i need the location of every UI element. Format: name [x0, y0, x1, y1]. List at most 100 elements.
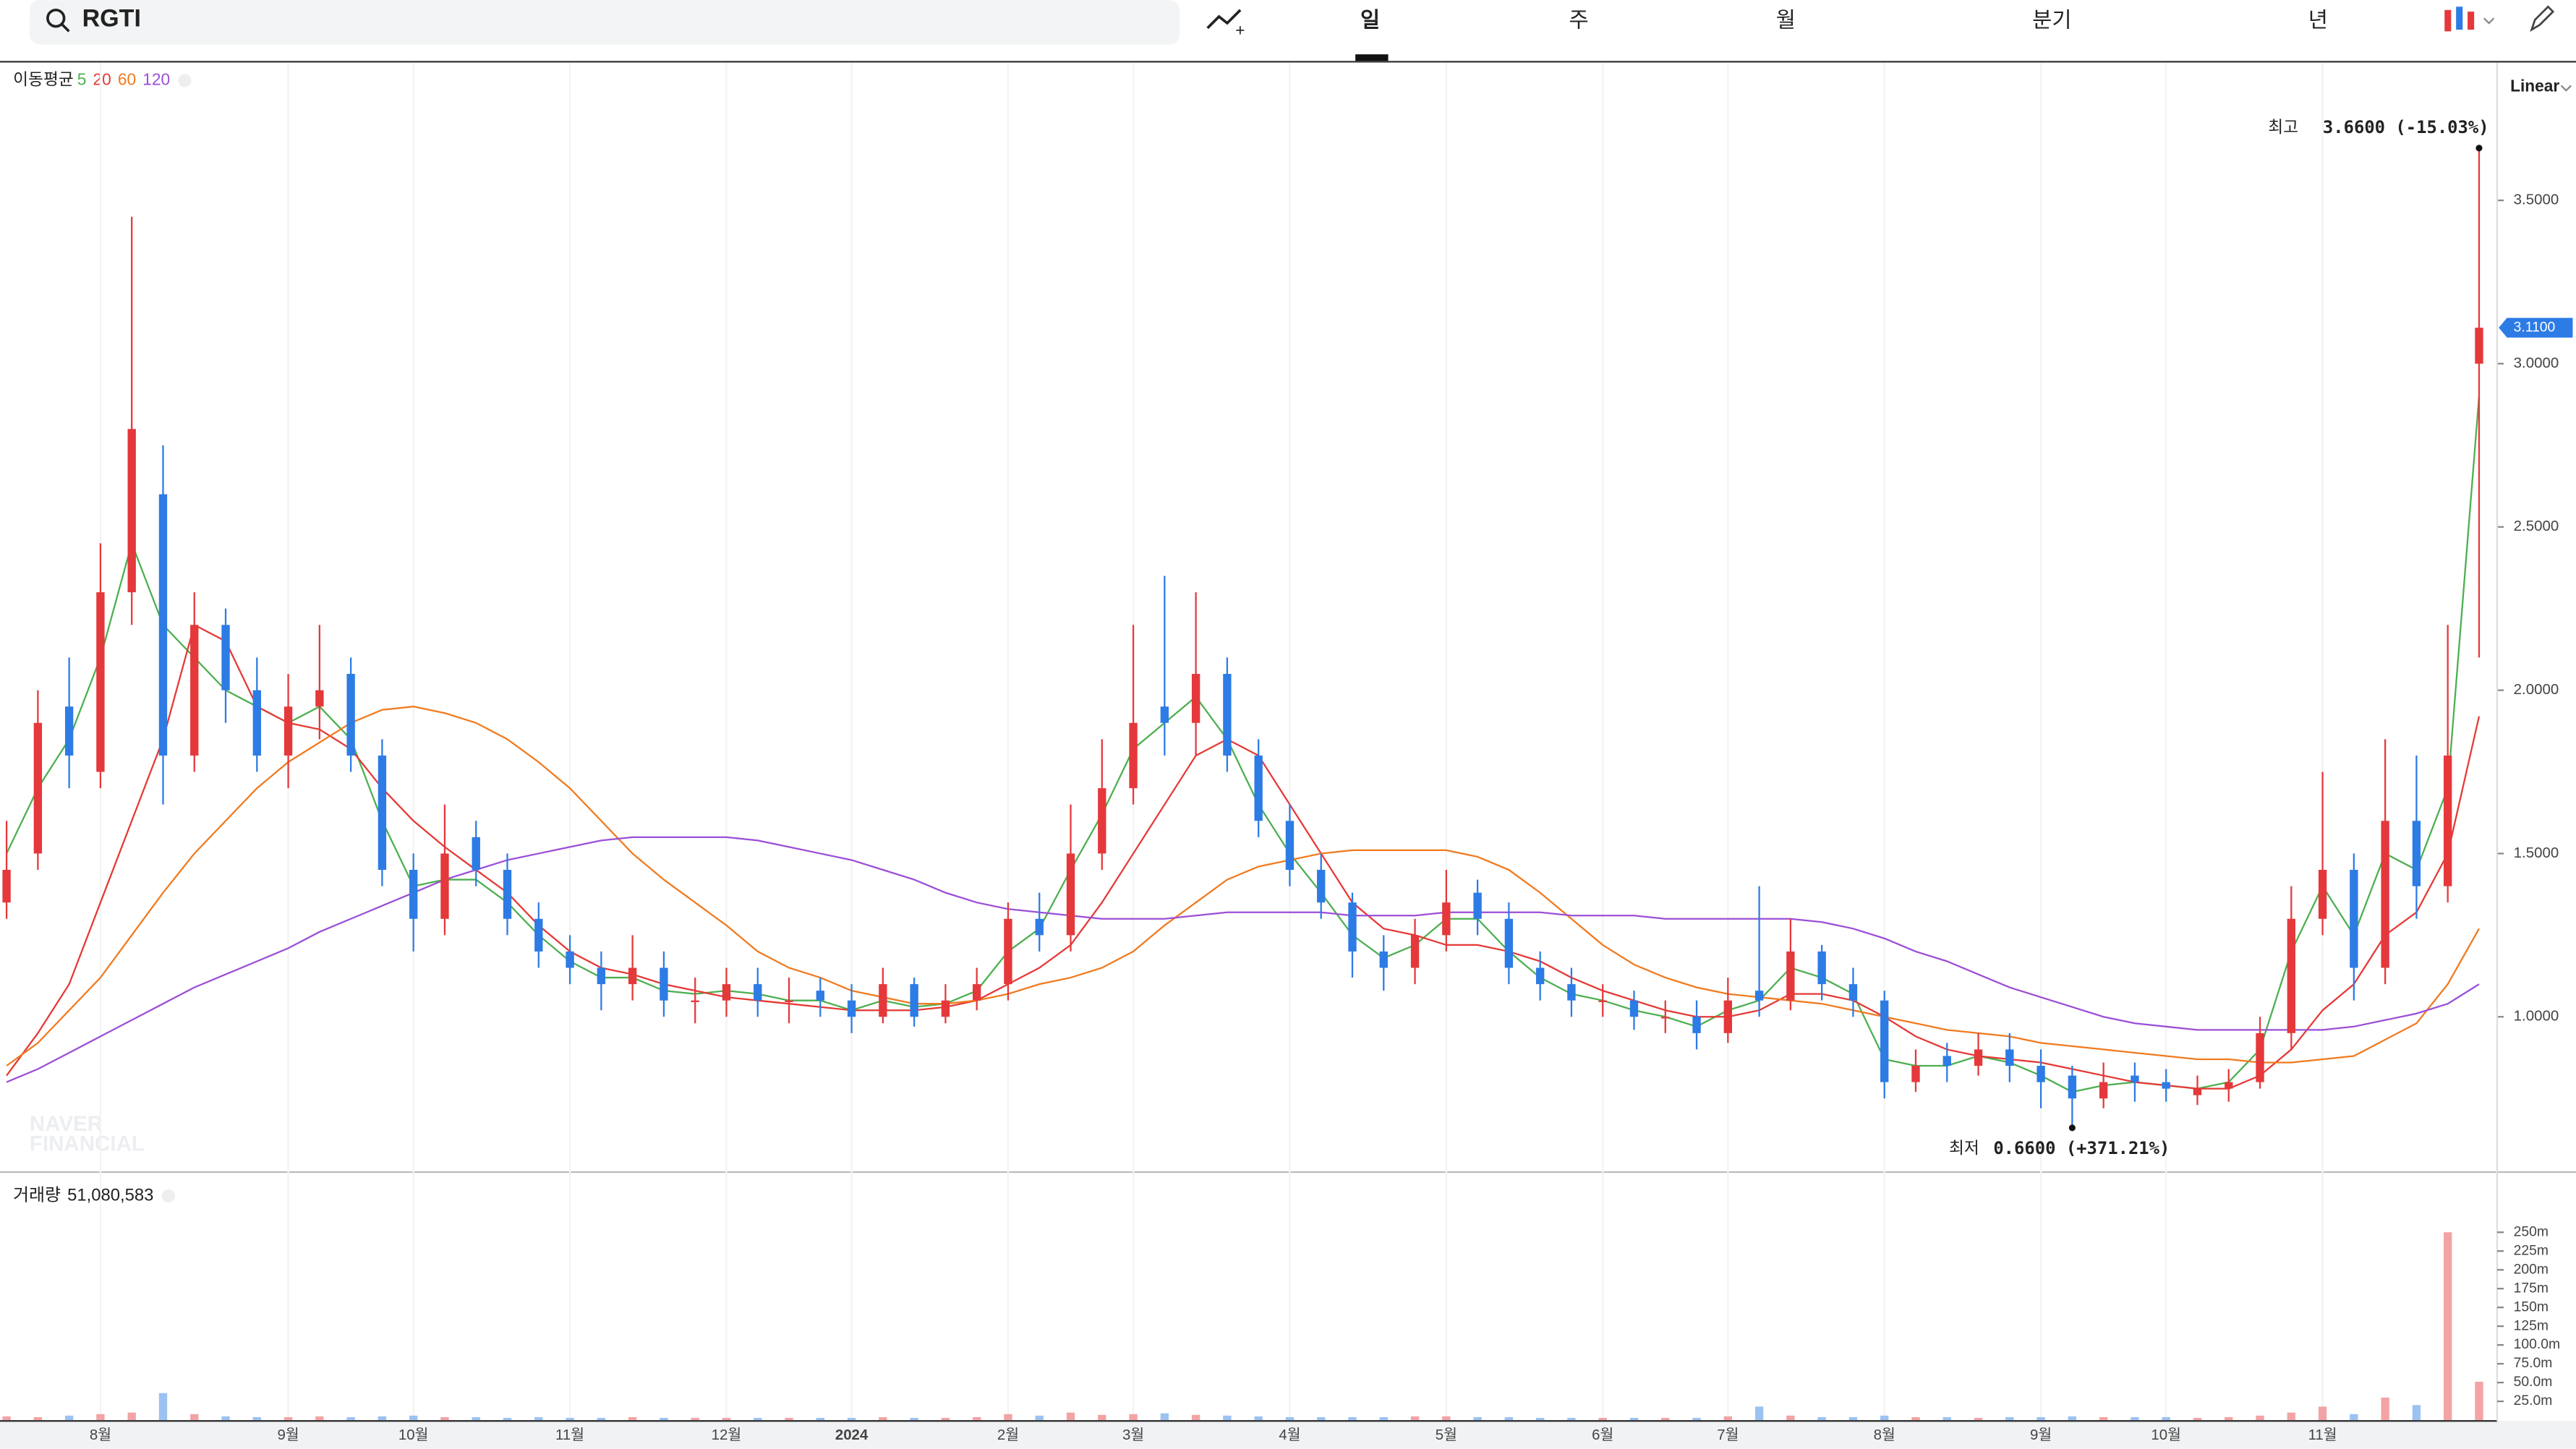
- candle-body: [1035, 918, 1044, 936]
- candle-body: [1880, 1000, 1889, 1082]
- volume-bar: [1629, 1417, 1639, 1421]
- candle-body: [2381, 821, 2389, 968]
- volume-title: 거래량: [13, 1185, 61, 1205]
- volume-bar: [1004, 1414, 1012, 1421]
- high-value: 3.6600 (-15.03%): [2323, 117, 2489, 137]
- candle-body: [2318, 870, 2327, 919]
- volume-bar: [1379, 1416, 1388, 1421]
- candle-body: [1848, 984, 1858, 1001]
- volume-bar: [534, 1416, 543, 1421]
- candle-body: [346, 674, 355, 756]
- y-tick-label: 50.0m: [2514, 1375, 2553, 1390]
- x-tick-label: 7월: [1717, 1427, 1739, 1443]
- volume-bar: [2131, 1416, 2139, 1421]
- candle-body: [2412, 821, 2421, 886]
- candle-body: [2475, 328, 2483, 364]
- indicator-icon[interactable]: [1206, 9, 1242, 30]
- volume-bar: [1598, 1417, 1607, 1421]
- volume-bar: [1723, 1416, 1733, 1421]
- volume-bar: [2099, 1416, 2108, 1421]
- volume-bar: [879, 1416, 887, 1421]
- volume-bar: [2193, 1417, 2202, 1421]
- volume-bar: [1410, 1416, 1420, 1421]
- y-tick-label: 1.5000: [2514, 845, 2559, 861]
- period-tab[interactable]: 월: [1776, 9, 1796, 33]
- candle-body: [1723, 1000, 1733, 1033]
- volume-bar: [1317, 1416, 1326, 1421]
- volume-bar: [1535, 1417, 1545, 1421]
- candle-body: [1348, 902, 1357, 952]
- volume-bar: [1348, 1416, 1357, 1421]
- legend-close[interactable]: [178, 74, 192, 87]
- candle-body: [472, 837, 480, 871]
- volume-value: 51,080,583: [67, 1185, 153, 1205]
- volume-bar: [1035, 1415, 1044, 1421]
- last-price: 3.1100: [2514, 320, 2556, 335]
- candle-body: [2005, 1049, 2014, 1067]
- x-tick-label: 9월: [277, 1427, 299, 1443]
- candle-body: [2193, 1088, 2202, 1095]
- volume-bar: [1692, 1417, 1701, 1421]
- volume-bar: [566, 1417, 574, 1421]
- active-tab-underline: [1355, 54, 1389, 61]
- y-tick-label: 25.0m: [2514, 1393, 2553, 1409]
- volume-bar: [722, 1417, 731, 1421]
- volume-bar: [2068, 1416, 2077, 1421]
- candle-body: [2225, 1082, 2233, 1089]
- period-tab[interactable]: 분기: [2032, 9, 2071, 33]
- period-tab[interactable]: 년: [2308, 9, 2328, 33]
- candle-body: [847, 1000, 856, 1017]
- volume-bar: [2412, 1405, 2421, 1421]
- volume-bar: [2037, 1416, 2045, 1421]
- volume-bar: [2, 1416, 11, 1421]
- scale-selector[interactable]: Linear: [2510, 77, 2559, 95]
- candle-body: [2350, 870, 2358, 968]
- symbol: RGTI: [82, 4, 141, 32]
- x-tick-label: 2월: [997, 1427, 1019, 1443]
- x-tick-label: 10월: [398, 1427, 429, 1443]
- volume-bar: [816, 1417, 824, 1421]
- candle-body: [1942, 1056, 1951, 1067]
- candle-body: [2, 870, 11, 903]
- candle-body: [1410, 935, 1420, 968]
- candle-body: [785, 1000, 793, 1002]
- chart-type-icon[interactable]: [2468, 12, 2475, 30]
- volume-bar: [2475, 1381, 2483, 1421]
- ma-line: [6, 623, 2481, 1090]
- candle-body: [597, 967, 606, 985]
- x-tick-label: 8월: [1874, 1427, 1895, 1443]
- volume-bar: [660, 1417, 668, 1421]
- candle-body: [1442, 902, 1451, 936]
- volume-bar: [972, 1416, 981, 1421]
- edit-icon[interactable]: [2530, 5, 2555, 33]
- volume-bar: [1880, 1415, 1889, 1421]
- volume-bar: [2256, 1415, 2264, 1421]
- volume-bar: [1848, 1416, 1858, 1421]
- period-tab[interactable]: 일: [1360, 9, 1380, 33]
- period-tab[interactable]: 주: [1569, 9, 1589, 33]
- candle-body: [1317, 870, 1326, 903]
- y-tick-label: 3.0000: [2514, 354, 2559, 371]
- chart-type-icon[interactable]: [2444, 9, 2452, 32]
- volume-bar: [252, 1416, 261, 1421]
- volume-bar: [2318, 1406, 2327, 1421]
- ma-legend: 이동평균 5 20 60 120: [13, 69, 192, 88]
- candle-body: [283, 706, 293, 756]
- indicator-plus: +: [1235, 20, 1245, 39]
- y-tick-label: 1.0000: [2514, 1008, 2559, 1025]
- legend-title: 이동평균: [13, 69, 74, 88]
- candle-body: [1817, 951, 1826, 985]
- legend-close[interactable]: [161, 1189, 175, 1203]
- search-box[interactable]: [29, 0, 1180, 45]
- legend-entry: 20: [93, 69, 111, 88]
- volume-bar: [628, 1416, 637, 1421]
- volume-bar: [1191, 1414, 1200, 1421]
- chart-type-icon[interactable]: [2456, 7, 2463, 30]
- candle-body: [628, 967, 637, 985]
- candle-body: [941, 1000, 950, 1017]
- y-tick-label: 2.0000: [2514, 681, 2559, 698]
- volume-bar: [1098, 1414, 1106, 1421]
- candle-body: [503, 870, 512, 919]
- candle-body: [1598, 1000, 1607, 1002]
